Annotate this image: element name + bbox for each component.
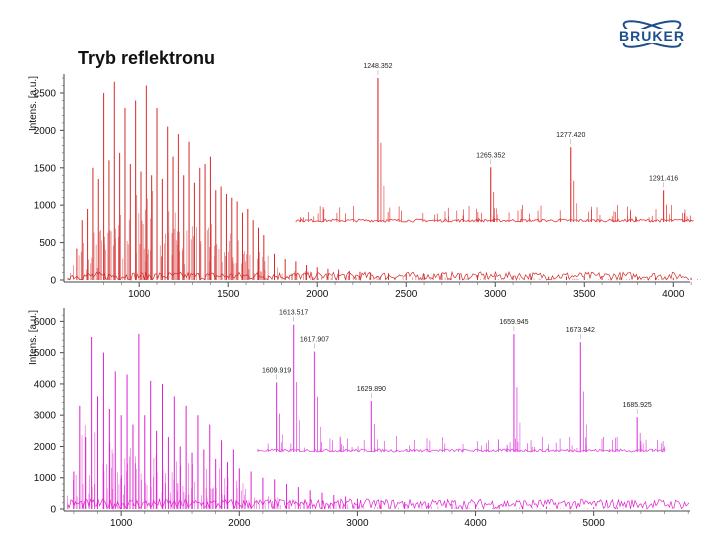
x-tick-label: 2000 — [228, 518, 251, 529]
y-tick-label: 2000 — [34, 442, 57, 453]
x-tick-label: 3000 — [346, 518, 369, 529]
x-tick-label: 3500 — [573, 289, 596, 300]
inset-baseline — [257, 448, 666, 453]
peak-label: 1629.890 — [357, 386, 386, 393]
peak-label: 1265.352 — [476, 152, 505, 159]
peak-label: 1673.942 — [566, 327, 595, 334]
x-tick-label: 2000 — [306, 289, 329, 300]
spectrum-baseline — [67, 270, 690, 281]
y-tick-label: 2500 — [34, 88, 57, 99]
y-tick-label: 0 — [50, 276, 56, 287]
bruker-logo: BRUKER — [608, 20, 696, 48]
y-tick-label: 1000 — [34, 473, 57, 484]
x-tick-label: 2500 — [395, 289, 418, 300]
x-tick-label: 1000 — [128, 289, 151, 300]
x-tick-label: 4000 — [662, 289, 685, 300]
peak-label: 1609.919 — [262, 367, 291, 374]
peak-label: 1291.416 — [649, 175, 678, 182]
x-tick-label: 1500 — [217, 289, 240, 300]
x-tick-label: 5000 — [583, 518, 606, 529]
y-tick-label: 2000 — [34, 126, 57, 137]
x-tick-label: 3000 — [484, 289, 507, 300]
peak-label: 1277.420 — [556, 132, 585, 139]
y-tick-label: 1000 — [34, 201, 57, 212]
y-tick-label: 0 — [50, 505, 56, 516]
slide-title: Tryb reflektronu — [78, 48, 216, 68]
y-tick-label: 1500 — [34, 163, 57, 174]
y-tick-label: 3000 — [34, 411, 57, 422]
peak-label: 1248.352 — [363, 63, 392, 70]
y-tick-label: 4000 — [34, 379, 57, 390]
y-tick-label: 6000 — [34, 317, 57, 328]
y-tick-label: 500 — [39, 238, 56, 249]
y-axis-label: Intens. [a.u.] — [28, 310, 39, 365]
logo-text: BRUKER — [619, 28, 685, 44]
spectrum-baseline — [67, 497, 690, 511]
inset-background — [296, 78, 694, 224]
y-axis-label: Intens. [a.u.] — [28, 76, 39, 131]
peak-label: 1617.907 — [300, 337, 329, 344]
x-tick-label: 4000 — [464, 518, 487, 529]
inset-background — [258, 318, 666, 454]
peak-label: 1685.925 — [623, 402, 652, 409]
x-tick-label: 1000 — [110, 518, 133, 529]
peak-label: 1659.945 — [499, 319, 528, 326]
y-tick-label: 5000 — [34, 348, 57, 359]
peak-label: 1613.517 — [279, 310, 308, 317]
